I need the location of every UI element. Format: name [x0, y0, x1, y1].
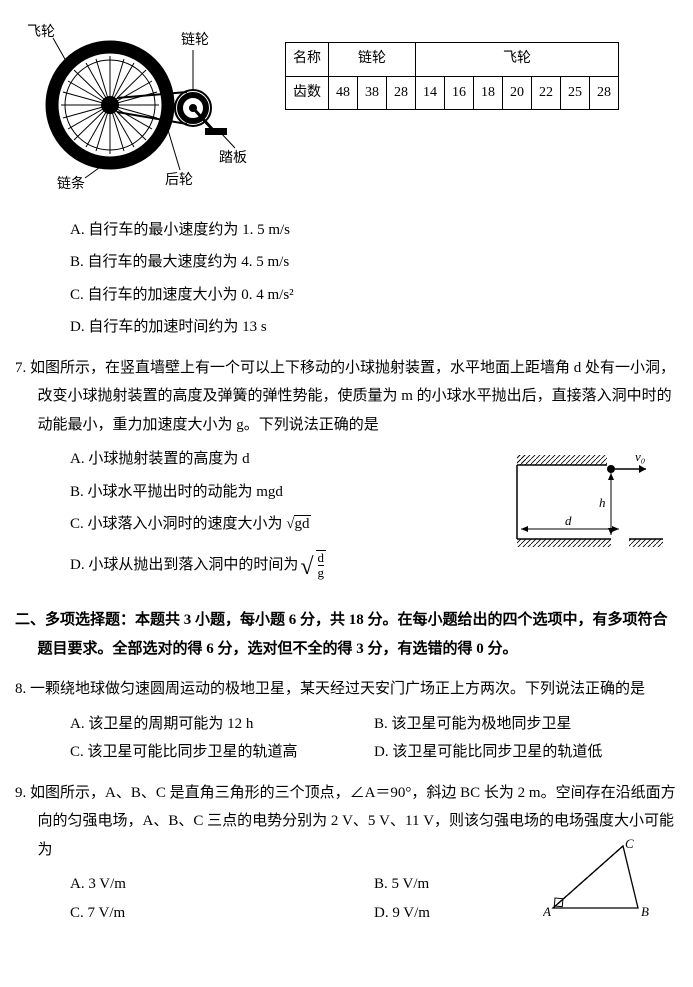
- q8-stem: 8. 一颗绕地球做匀速圆周运动的极地卫星，某天经过天安门广场正上方两次。下列说法…: [15, 675, 678, 704]
- label-d: d: [565, 513, 572, 528]
- label-A: A: [543, 904, 551, 919]
- q7-stem: 7. 如图所示，在竖直墙壁上有一个可以上下移动的小球抛射装置，水平地面上距墙角 …: [15, 354, 678, 440]
- q7-diagram: v₀ h d: [511, 449, 666, 570]
- label-chain: 链条: [57, 175, 85, 190]
- label-h: h: [599, 495, 606, 510]
- q7-d-frac: d g: [316, 550, 327, 581]
- bike-diagram: 飞轮 链轮 踏板 后轮 链条: [15, 20, 255, 201]
- q9-diagram: A B C: [543, 838, 653, 934]
- gear-table: 名称 链轮 飞轮 齿数 48 38 28 14 16 18 20 22 25 2…: [285, 42, 619, 110]
- sqrt-icon: √: [300, 545, 313, 591]
- label-sprocket: 链轮: [181, 32, 209, 48]
- cell: 14: [416, 76, 445, 110]
- cell: 38: [358, 76, 387, 110]
- q8-option-d: D. 该卫星可能比同步卫星的轨道低: [374, 738, 678, 767]
- cell: 28: [590, 76, 619, 110]
- cell: 22: [532, 76, 561, 110]
- q6-option-b: B. 自行车的最大速度约为 4. 5 m/s: [70, 248, 678, 277]
- q7-d-den: g: [318, 565, 325, 580]
- q7-c-text: C. 小球落入小洞时的速度大小为: [70, 516, 283, 532]
- th-sprocket: 链轮: [329, 43, 416, 77]
- label-pedal: 踏板: [219, 150, 247, 166]
- q8-option-a: A. 该卫星的周期可能为 12 h: [70, 710, 374, 739]
- q9-wrap: 9. 如图所示，A、B、C 是直角三角形的三个顶点，∠A＝90°，斜边 BC 长…: [15, 779, 678, 928]
- sqrt-icon: [286, 516, 293, 532]
- q9-option-c: C. 7 V/m: [70, 899, 374, 928]
- cell: 16: [445, 76, 474, 110]
- cell: 28: [387, 76, 416, 110]
- q9-option-a: A. 3 V/m: [70, 870, 374, 899]
- cell: 48: [329, 76, 358, 110]
- q8-option-c: C. 该卫星可能比同步卫星的轨道高: [70, 738, 374, 767]
- cell: 18: [474, 76, 503, 110]
- th-flywheel: 飞轮: [416, 43, 619, 77]
- th-name: 名称: [286, 43, 329, 77]
- label-rear-wheel: 后轮: [165, 172, 193, 188]
- label-flywheel: 飞轮: [27, 24, 55, 40]
- row-label: 齿数: [286, 76, 329, 110]
- q6-option-c: C. 自行车的加速度大小为 0. 4 m/s²: [70, 281, 678, 310]
- q8-option-b: B. 该卫星可能为极地同步卫星: [374, 710, 678, 739]
- q7-d-num: d: [318, 551, 325, 565]
- q7-options-wrap: A. 小球抛射装置的高度为 d B. 小球水平抛出时的动能为 mgd C. 小球…: [15, 445, 678, 588]
- q7-d-text: D. 小球从抛出到落入洞中的时间为: [70, 551, 298, 580]
- q6-figure-row: 飞轮 链轮 踏板 后轮 链条 名称 链轮 飞轮 齿数 48 38 28 14 1…: [15, 20, 678, 201]
- q6-option-a: A. 自行车的最小速度约为 1. 5 m/s: [70, 216, 678, 245]
- label-C: C: [625, 838, 634, 851]
- label-B: B: [641, 904, 649, 919]
- cell: 20: [503, 76, 532, 110]
- cell: 25: [561, 76, 590, 110]
- label-v0: v₀: [635, 449, 645, 464]
- q7-c-root: gd: [294, 515, 311, 532]
- section-2-heading: 二、多项选择题：本题共 3 小题，每小题 6 分，共 18 分。在每小题给出的四…: [15, 606, 678, 663]
- q6-option-d: D. 自行车的加速时间约为 13 s: [70, 313, 678, 342]
